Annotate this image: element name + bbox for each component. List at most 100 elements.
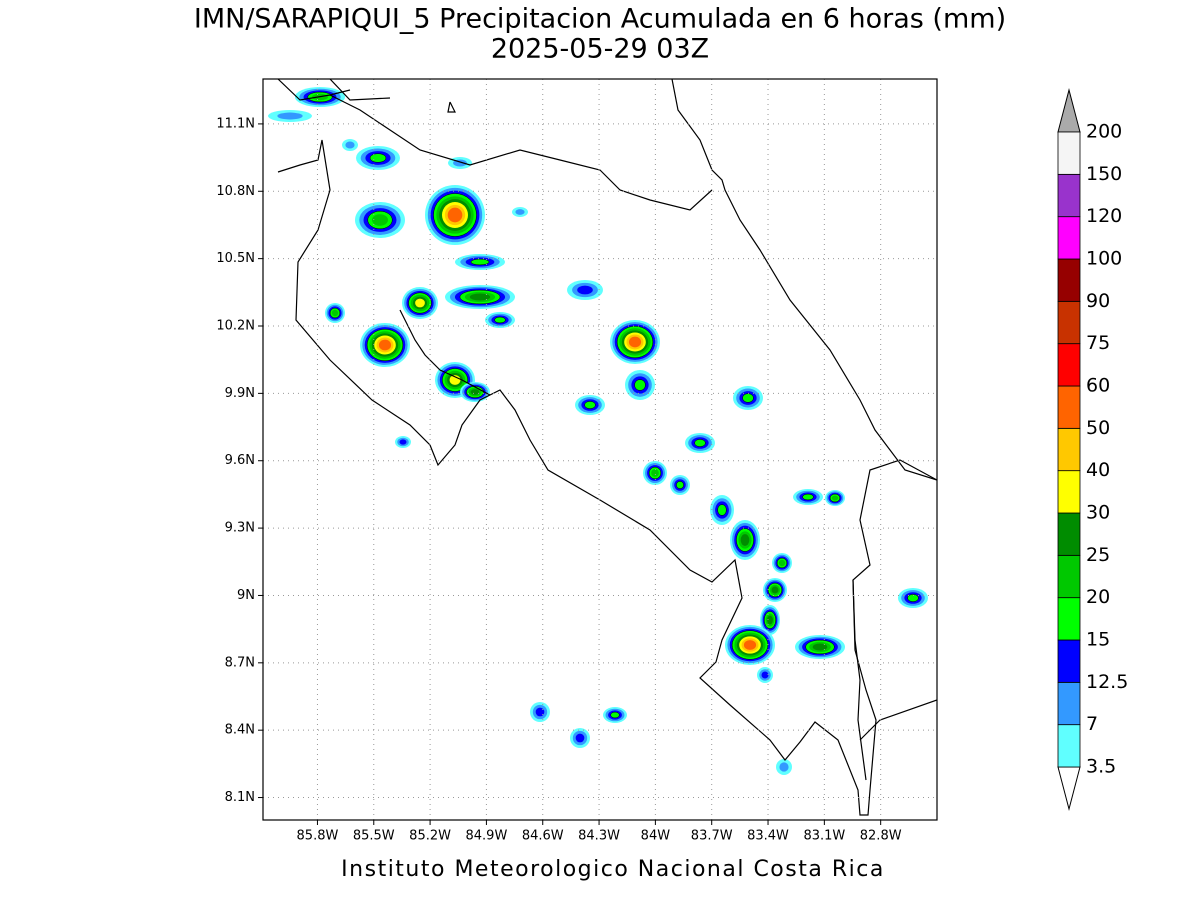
y-tick-label: 11.1N [216,116,255,131]
rain-cell [812,643,828,651]
y-tick-label: 10.5N [216,251,255,266]
colorbar-box [1057,300,1081,345]
y-tick-label: 9.6N [225,453,255,468]
plot-frame [262,78,938,821]
rain-cell [277,112,303,120]
x-tick-label: 83.4W [747,829,789,844]
x-tick-label: 84.9W [466,829,508,844]
rain-cell [415,298,425,308]
rain-cell [447,207,463,223]
rain-cell [469,293,491,301]
rain-cell [651,469,659,477]
rain-cell [831,495,839,501]
rain-cell [575,733,585,743]
colorbar-box [1057,681,1081,726]
axes: 85.8W 85.5W 85.2W 84.9W 84.6W 84.3W 84W 83.7W 83… [216,79,937,844]
colorbar-box [1057,639,1081,683]
rain-cell [378,339,392,351]
colorbar-box [1057,724,1081,768]
rain-cell [584,401,596,409]
y-tick-label: 10.8N [216,184,255,199]
rain-cell [761,671,769,679]
rain-cell [694,439,706,447]
rain-cell [907,594,919,602]
colorbar-label: 50 [1086,417,1110,439]
x-tick-label: 85.5W [353,829,395,844]
island [447,101,456,113]
border [329,94,713,211]
rain-cell [331,309,339,317]
border [852,579,867,781]
rain-cell [778,559,786,567]
y-tick-label: 9N [237,588,255,603]
colorbar-label: 150 [1086,163,1122,185]
x-tick-label: 84.6W [522,829,564,844]
colorbar-box [1057,385,1081,429]
colorbar-label: 7 [1086,713,1098,735]
x-tick-label: 82.8W [860,829,902,844]
colorbar-box [1057,343,1081,387]
rain-cell [779,762,789,772]
colorbar-under [1057,766,1081,811]
coastline [859,699,937,741]
colorbar-box [1057,427,1081,472]
x-tick-label: 83.7W [691,829,733,844]
colorbar-label: 200 [1086,121,1122,143]
colorbar-label: 3.5 [1086,756,1116,778]
subtitle: 2025-05-29 03Z [491,34,709,65]
y-tick-label: 8.1N [225,790,255,805]
colorbar-label: 30 [1086,502,1110,524]
colorbar-label: 25 [1086,544,1110,566]
colorbar: 3.5 7 12.5 15 20 25 30 40 50 60 75 90 100 120 150 200 [1057,88,1128,811]
colorbar-label: 120 [1086,205,1122,227]
colorbar-box [1057,131,1081,175]
colorbar-box [1057,258,1081,302]
coastlines [277,79,937,816]
y-tick-label: 10.2N [216,319,255,334]
y-tick-label: 9.3N [225,521,255,536]
rain-cell [717,504,727,516]
coastline [277,139,937,816]
rain-cell [369,153,387,163]
rain-cell [676,481,684,489]
coastline [277,79,351,101]
rain-cell [767,615,773,625]
coastline [399,309,491,396]
rain-cell [494,316,506,324]
rain-cell [345,141,355,149]
rain-cell [577,285,593,295]
rain-cell [628,336,642,348]
colorbar-label: 20 [1086,586,1110,608]
colorbar-label: 15 [1086,629,1110,651]
y-tick-label: 8.4N [225,723,255,738]
border [329,79,391,101]
footer: Instituto Meteorologico Nacional Costa R… [341,857,885,882]
x-tick-label: 85.2W [409,829,451,844]
rain-cell [372,214,388,226]
x-tick-label: 83.1W [803,829,845,844]
colorbar-box [1057,597,1081,641]
colorbar-label: 40 [1086,459,1110,481]
y-tick-label: 9.9N [225,386,255,401]
rain-cell [742,393,754,403]
rain-cell [802,493,814,501]
colorbar-box [1057,173,1081,218]
rain-cell [399,439,407,445]
rain-cell [470,258,490,266]
title: IMN/SARAPIQUI_5 Precipitacion Acumulada … [194,4,1006,35]
rain-cell [771,586,779,594]
rain-cell [610,711,620,719]
x-tick-label: 84W [641,829,671,844]
rain-cell [743,640,757,650]
coastline [671,79,937,481]
colorbar-box [1057,554,1081,599]
x-tick-label: 84.3W [578,829,620,844]
rain-cell [740,534,750,546]
precipitation-field [268,87,928,775]
colorbar-label: 90 [1086,290,1110,312]
rain-cell [634,379,646,391]
rain-cell [470,389,480,395]
colorbar-box [1057,512,1081,556]
rain-cell [535,707,545,717]
